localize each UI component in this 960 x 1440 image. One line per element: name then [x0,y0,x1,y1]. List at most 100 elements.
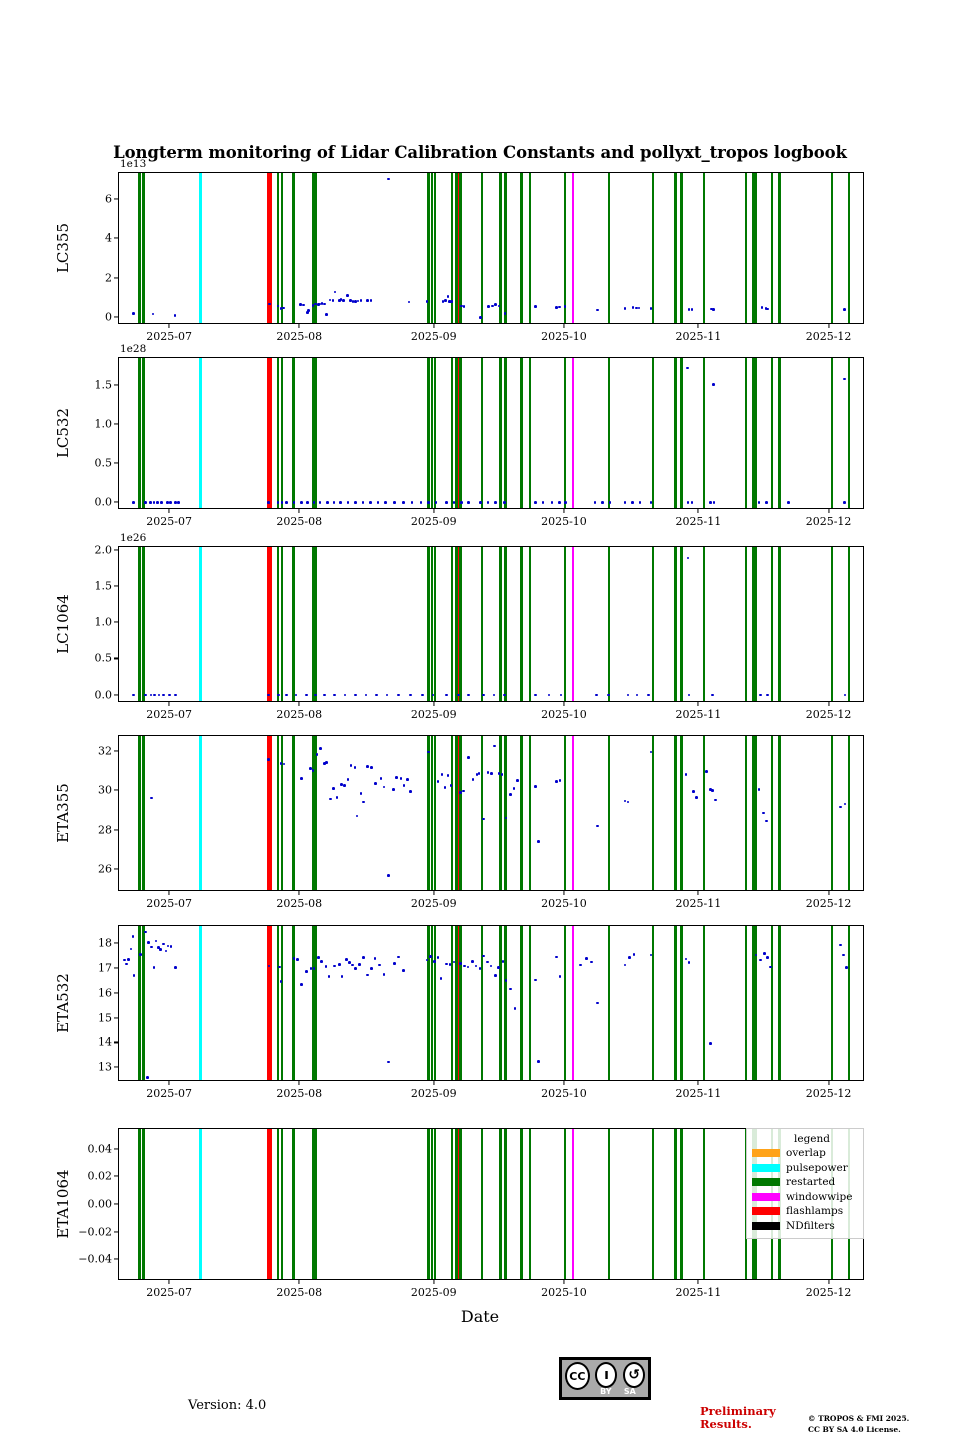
event-line-restarted [430,547,434,701]
data-point [328,298,332,302]
event-line-restarted [430,358,434,508]
y-tick-mark [114,1231,118,1233]
data-point [687,693,691,697]
event-line-restarted [563,1129,567,1279]
event-line-restarted [680,547,683,701]
event-line-restarted [563,173,567,323]
creative-commons-badge-icon: CC ı ↺ BY SA [559,1357,651,1400]
data-point [354,693,357,697]
legend-item-flashlamps[interactable]: flashlamps [752,1204,858,1219]
event-line-restarted [680,1129,683,1279]
y-tick-mark [114,694,118,696]
data-point [843,377,847,381]
y-tick-mark [114,657,118,659]
data-point [392,788,395,791]
data-point [462,304,466,308]
event-line-restarted [480,173,484,323]
data-point [712,501,716,504]
data-point [276,501,280,504]
y-tick-mark [114,462,118,464]
data-point [331,787,335,790]
event-line-restarted [754,926,757,1080]
data-point [445,693,448,697]
event-line-windowwipe [571,926,575,1080]
data-point [387,1060,390,1064]
x-tick-label: 2025-07 [146,330,192,343]
data-point [333,964,337,968]
data-point [346,778,350,781]
data-point [635,306,638,310]
data-point [440,773,444,776]
event-line-restarted [754,173,757,323]
data-point [459,501,463,504]
data-point [154,939,158,943]
event-line-restarted [499,358,502,508]
data-point [446,774,450,777]
data-point [382,785,386,789]
data-point [445,501,448,504]
data-point [842,953,845,957]
data-point [503,312,507,315]
event-line-restarted [480,736,484,890]
x-tick-label: 2025-08 [276,1286,323,1299]
legend-label-windowwipe: windowwipe [786,1190,853,1203]
data-point [375,693,378,697]
data-point [494,501,497,504]
event-line-restarted [702,358,705,508]
data-point [623,799,627,803]
x-tick-mark [298,1280,300,1284]
data-point [501,960,505,963]
plot-area [119,358,863,508]
data-point [279,980,283,984]
event-line-restarted [607,358,611,508]
event-line-flashlamps [269,926,273,1080]
event-line-restarted [847,358,851,508]
data-point [346,501,350,504]
data-point [760,306,764,309]
data-point [351,963,354,967]
event-line-restarted [142,547,145,701]
data-point [709,1042,712,1045]
y-tick-label: −0.04 [78,1252,112,1266]
data-point [684,773,688,776]
data-point [276,693,280,697]
data-point [550,501,554,504]
data-point [409,693,412,697]
x-tick-mark [168,324,170,328]
data-point [348,961,351,964]
data-point [839,805,842,809]
event-line-restarted [528,1129,531,1279]
legend-item-restarted[interactable]: restarted [752,1175,858,1190]
data-point [513,1007,517,1010]
event-line-restarted [754,736,757,890]
y-tick-label: 0.00 [87,1197,113,1211]
y-axis-offset-text: 1e13 [120,158,147,170]
legend-item-pulsepower[interactable]: pulsepower [752,1161,858,1176]
data-point [374,782,377,785]
data-point [299,982,303,986]
y-tick-label: 0.0 [94,495,113,509]
data-point [369,967,373,971]
x-tick-mark [828,509,830,513]
x-tick-mark [697,324,699,328]
data-point [349,299,352,303]
x-tick-label: 2025-08 [276,330,323,343]
data-point [168,693,171,697]
legend-item-NDfilters[interactable]: NDfilters [752,1219,858,1234]
event-line-restarted [744,547,748,701]
x-tick-mark [697,1280,699,1284]
data-point [695,795,698,799]
legend-item-overlap[interactable]: overlap [752,1146,858,1161]
data-point [763,952,767,955]
data-point [151,312,155,316]
event-line-restarted [430,1129,434,1279]
event-line-restarted [459,173,462,323]
event-line-restarted [456,736,460,890]
legend-item-windowwipe[interactable]: windowwipe [752,1190,858,1205]
data-point [162,942,165,946]
event-line-restarted [751,358,755,508]
data-point [343,693,347,697]
data-point [174,501,177,504]
event-line-flashlamps [269,1129,273,1279]
event-line-restarted [138,1129,141,1279]
